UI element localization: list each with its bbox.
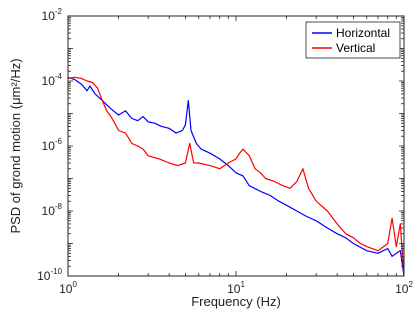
x-axis-label: Frequency (Hz) [191,294,281,309]
x-tick-label: 102 [395,280,413,296]
axis-tick-labels: 100 101 102 10-2 10-4 10-6 10-8 10-10 [37,7,413,296]
y-tick-label: 10-2 [42,7,63,23]
series-line-vertical [68,76,404,276]
legend-box [305,21,401,59]
series-line-horizontal [68,76,404,276]
y-tick-label: 10-4 [42,72,63,88]
axis-ticks [67,16,404,277]
x-tick-label: 101 [227,280,245,296]
legend-label-horizontal: Horizontal [336,26,390,40]
y-axis-label: PSD of grond motion (μm²/Hz) [8,58,23,233]
y-tick-label: 10-6 [42,137,63,153]
plot-series-group [68,76,404,276]
y-tick-label: 10-8 [42,202,63,218]
x-tick-label: 100 [59,280,77,296]
legend-label-vertical: Vertical [336,41,375,55]
y-tick-label: 10-10 [37,267,62,283]
